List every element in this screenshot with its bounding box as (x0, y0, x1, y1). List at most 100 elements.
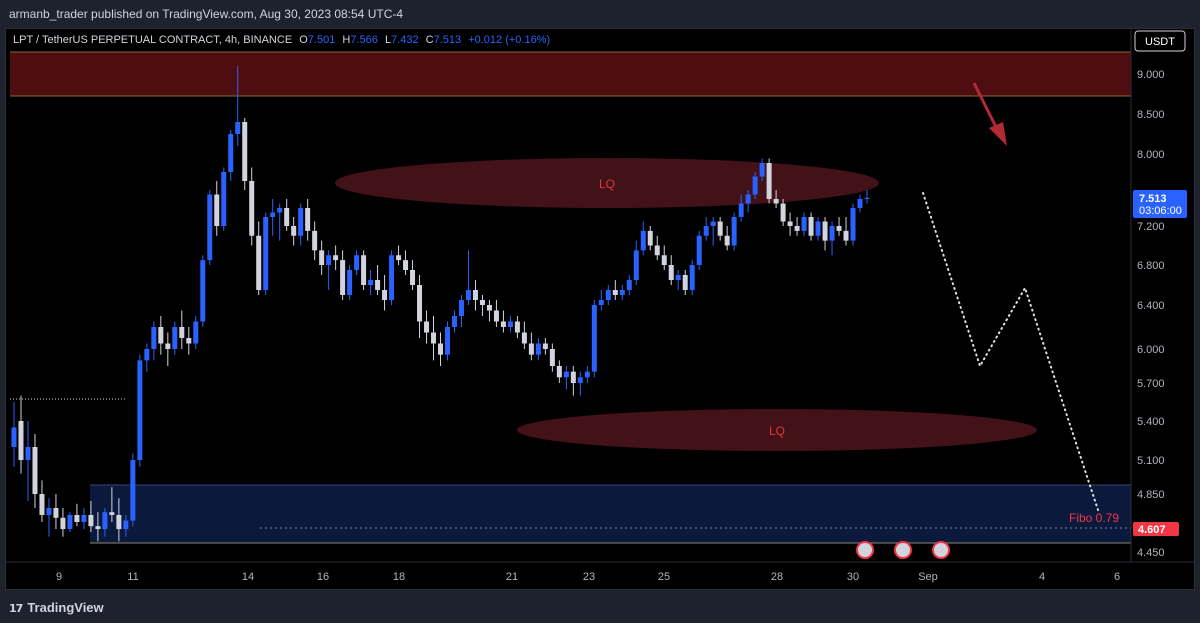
candle-body (465, 290, 471, 300)
candle-body (766, 163, 772, 199)
candle-body (507, 321, 513, 327)
legend-c: 7.513 (434, 34, 462, 46)
candle-body (270, 212, 276, 217)
candle-body (759, 163, 765, 177)
lq-lower-label: LQ (769, 424, 785, 438)
candle-body (521, 332, 527, 344)
candle-body (619, 290, 625, 295)
price-tick-label: 9.000 (1137, 69, 1165, 81)
economic-events[interactable] (856, 541, 950, 559)
price-chart[interactable]: LQ LQ LPT / TetherUS PERPETUAL CONTRACT,… (5, 28, 1195, 590)
candle-body (284, 208, 290, 226)
candle-body (39, 494, 45, 515)
candle-body (675, 275, 681, 280)
fibo-label: Fibo 0.79 (1069, 511, 1119, 525)
candle-body (88, 514, 94, 527)
candle-body (25, 447, 31, 460)
candle-body (186, 338, 192, 344)
candle-body (640, 230, 646, 251)
candle-body (836, 226, 842, 231)
candle-body (18, 421, 24, 460)
candle-body (410, 270, 416, 285)
candle-body (11, 427, 17, 447)
candle-body (584, 371, 590, 378)
candle-body (850, 208, 856, 241)
candle-body (493, 310, 499, 322)
candle-body (312, 230, 318, 251)
candle-body (528, 343, 534, 355)
time-tick-label: 23 (583, 571, 595, 583)
currency-button[interactable] (1134, 30, 1186, 52)
legend-h-label: H (342, 34, 350, 46)
candle-body (682, 275, 688, 290)
candle-body (563, 371, 569, 378)
candle-body (626, 280, 632, 290)
candle-body (81, 514, 87, 522)
candle-body (843, 230, 849, 241)
candle-body (815, 221, 821, 236)
candle-body (857, 199, 863, 208)
candle-body (424, 321, 430, 333)
supply-zone (10, 52, 1131, 96)
us-flag-icon[interactable] (856, 541, 874, 559)
candle-body (403, 260, 409, 270)
us-flag-icon[interactable] (894, 541, 912, 559)
price-tick-label: 6.800 (1137, 260, 1165, 272)
candle-body (123, 520, 129, 530)
price-tick-label: 6.000 (1137, 344, 1165, 356)
candle-body (235, 122, 241, 134)
footer-brand: TradingView (27, 600, 104, 615)
candle-body (179, 327, 185, 338)
candle-body (214, 194, 220, 226)
candle-body (612, 290, 618, 295)
currency-button-label: USDT (1145, 36, 1175, 48)
candle-body (752, 176, 758, 195)
legend-l: 7.432 (391, 34, 419, 46)
candle-body (340, 260, 346, 295)
time-axis[interactable]: 9 11 14 16 18 21 23 25 28 30 Sep 4 6 (56, 571, 1120, 583)
price-tick-label: 5.400 (1137, 416, 1165, 428)
price-axis[interactable]: 9.000 8.500 8.000 7.200 6.800 6.400 6.000 5.700… (1137, 69, 1165, 559)
candle-body (780, 203, 786, 222)
candle-body (298, 208, 304, 236)
candle-body (556, 366, 562, 378)
time-tick-label: Sep (918, 571, 938, 583)
time-tick-label: 25 (658, 571, 670, 583)
candle-body (598, 300, 604, 305)
candle-body (829, 226, 835, 241)
legend-change: +0.012 (+0.16%) (468, 34, 550, 46)
candle-body (228, 134, 234, 172)
legend-h: 7.566 (350, 34, 378, 46)
candle-body (417, 285, 423, 322)
lq-upper-zone (335, 158, 879, 208)
legend-l-label: L (385, 34, 391, 46)
price-tick-label: 4.450 (1137, 547, 1165, 559)
candle-body (486, 305, 492, 311)
tradingview-logo[interactable]: 17 TradingView (9, 600, 104, 615)
lq-upper-label: LQ (599, 177, 615, 191)
candle-body (207, 194, 213, 261)
candle-body (479, 300, 485, 305)
candle-body (221, 172, 227, 226)
candle-body (668, 265, 674, 280)
publisher-bar: armanb_trader published on TradingView.c… (0, 0, 1200, 28)
price-tick-label: 5.700 (1137, 378, 1165, 390)
us-flag-icon[interactable] (932, 541, 950, 559)
price-tick-label: 5.100 (1137, 455, 1165, 467)
tradingview-logo-icon: 17 (9, 602, 23, 615)
demand-zone (90, 485, 1131, 543)
down-arrow-icon (989, 122, 1007, 146)
candle-body (172, 327, 178, 349)
candle-body (60, 517, 66, 530)
candle-body (137, 360, 143, 460)
candle-body (514, 321, 520, 333)
candle-body (277, 208, 283, 213)
candle-body (717, 221, 723, 236)
candle-body (794, 226, 800, 231)
down-arrow-shaft (972, 82, 1000, 132)
candle-body (46, 507, 52, 515)
projection-path (922, 192, 1099, 511)
time-tick-label: 6 (1114, 571, 1120, 583)
legend-o-label: O (299, 34, 308, 46)
candle-body (703, 226, 709, 236)
